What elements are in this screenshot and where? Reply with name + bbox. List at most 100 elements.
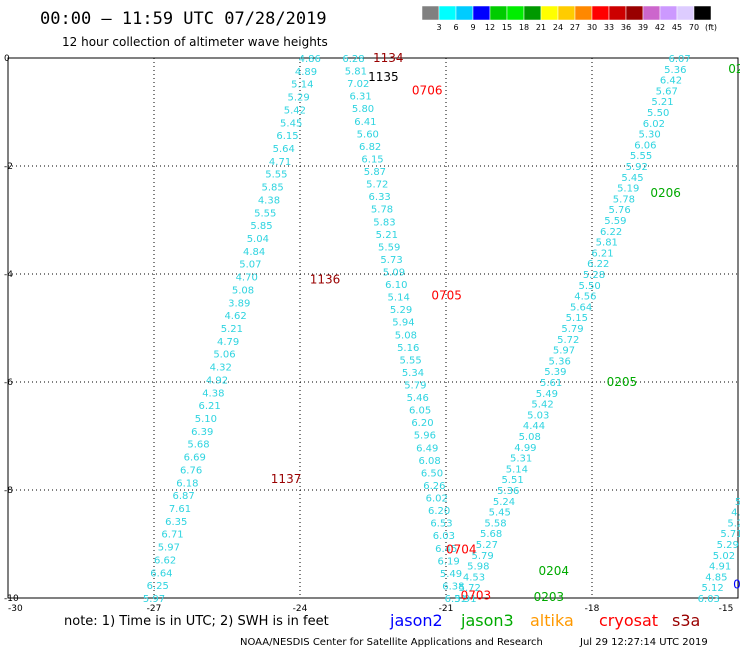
wave-height-value: 4.89: [295, 67, 317, 78]
colorbar-label: 36: [621, 23, 631, 32]
pass-label: 0203: [534, 590, 565, 604]
colorbar-cell: [574, 5, 593, 21]
wave-height-value: 5.72: [557, 335, 579, 346]
wave-height-value: 5.39: [544, 367, 566, 378]
legend-altika: altika: [530, 611, 574, 630]
wave-height-value: 6.19: [437, 556, 459, 567]
wave-height-value: 5.29: [287, 93, 309, 104]
pass-label: 0705: [431, 289, 462, 303]
wave-height-value: 6.71: [161, 530, 183, 541]
wave-height-value: 6.05: [409, 406, 431, 417]
wave-height-value: 6.28: [342, 54, 364, 65]
colorbar-cell: [591, 5, 610, 21]
wave-height-value: 5.36: [664, 65, 686, 76]
wave-height-value: 5.36: [549, 356, 571, 367]
wave-height-value: 6.26: [423, 481, 445, 492]
wave-height-value: 5.16: [397, 343, 419, 354]
colorbar-cell: [625, 5, 644, 21]
wave-height-value: 5.78: [613, 194, 635, 205]
wave-height-value: 5.67: [656, 86, 678, 97]
wave-height-value: 6.38: [442, 581, 464, 592]
wave-height-value: 5.51: [501, 475, 523, 486]
wave-height-value: 4.38: [202, 388, 224, 399]
wave-height-value: 6.21: [591, 248, 613, 259]
wave-height-value: 5.04: [247, 234, 269, 245]
wave-height-value: 6.64: [150, 568, 172, 579]
wave-height-value: 5.72: [366, 180, 388, 191]
colorbar-label: 27: [570, 23, 580, 32]
wave-height-value: 6.39: [191, 427, 213, 438]
x-tick-label: -21: [439, 604, 454, 614]
wave-height-value: 5.14: [506, 464, 528, 475]
pass-labels: 1134 1135 0706 0207 0206 1136 0705 0205 1137 0704…: [271, 51, 740, 604]
y-tick-label: -8: [4, 486, 13, 496]
colorbar-cell: [455, 5, 474, 21]
wave-height-value: 5.49: [536, 389, 558, 400]
wave-height-value: 4.32: [210, 363, 232, 374]
pass-label: 0703: [461, 588, 492, 602]
wave-height-value: 5.46: [407, 393, 429, 404]
wave-height-value: 5.12: [701, 583, 723, 594]
wave-height-value: 5.96: [414, 431, 436, 442]
wave-height-value: 5.08: [519, 432, 541, 443]
wave-height-value: 5.79: [561, 324, 583, 335]
wave-height-value: 7.02: [347, 79, 369, 90]
pass-label: 00: [733, 578, 740, 592]
wave-height-value: 5.42: [531, 400, 553, 411]
colorbar-cell: [693, 5, 712, 21]
wave-height-value: 5.73: [380, 255, 402, 266]
x-tick-label: -18: [585, 604, 600, 614]
wave-height-value: 4.44: [523, 421, 545, 432]
wave-height-value: 5.55: [265, 170, 287, 181]
y-tick-label: -6: [4, 378, 13, 388]
colorbar-label: 21: [536, 23, 546, 32]
wave-height-value: 5.94: [392, 318, 414, 329]
colorbar-label: 12: [485, 23, 495, 32]
wave-height-value: 4.79: [217, 337, 239, 348]
wave-height-value: 4.85: [705, 572, 727, 583]
wave-height-value: 5.85: [262, 183, 284, 194]
wave-height-value: 6.62: [154, 555, 176, 566]
wave-height-value: 6.42: [660, 76, 682, 87]
wave-height-value: 4.92: [206, 375, 228, 386]
pass-label: 1136: [310, 272, 341, 286]
wave-height-value: 6.03: [433, 531, 455, 542]
wave-height-value: 5.27: [476, 540, 498, 551]
wave-height-value: 5.28: [583, 270, 605, 281]
wave-height-value: 7.61: [169, 504, 191, 515]
colorbar-cell: [557, 5, 576, 21]
colorbar-cell: [659, 5, 678, 21]
timestamp-text: Jul 29 12:27:14 UTC 2019: [579, 637, 708, 648]
wave-height-value: 5.91: [454, 594, 476, 605]
wave-height-value: 5.68: [187, 440, 209, 451]
pass-label: 1137: [271, 472, 302, 486]
legend-jason2: jason2: [389, 611, 443, 630]
colorbar-cell: [438, 5, 457, 21]
wave-height-value: 6.22: [587, 259, 609, 270]
wave-height-value: 5.50: [647, 108, 669, 119]
colorbar-label: 42: [655, 23, 665, 32]
colorbar-label: 15: [502, 23, 512, 32]
wave-height-value: 5.31: [510, 454, 532, 465]
wave-height-value: 5.21: [651, 97, 673, 108]
wave-height-value: 4.6: [731, 508, 740, 519]
wave-height-value: 6.20: [411, 418, 433, 429]
x-tick-label: -30: [8, 604, 23, 614]
wave-height-value: 4.56: [574, 292, 596, 303]
y-tick-label: -2: [4, 162, 13, 172]
wave-height-value: 5.55: [399, 355, 421, 366]
wave-height-value: 5.81: [345, 67, 367, 78]
pass-label: 0205: [607, 375, 638, 389]
legend-s3a: s3a: [672, 611, 700, 630]
wave-height-value: 4.84: [243, 247, 265, 258]
wave-height-value: 5.85: [250, 221, 272, 232]
wave-height-value: 6.82: [359, 142, 381, 153]
wave-height-value: 6.49: [416, 443, 438, 454]
wave-height-value: 6.31: [445, 594, 467, 605]
wave-height-value: 5.58: [484, 518, 506, 529]
wave-height-value: 5.92: [626, 162, 648, 173]
colorbar-label: 6: [453, 23, 458, 32]
wave-height-value: 5.97: [143, 594, 165, 605]
wave-height-value: 6.35: [165, 517, 187, 528]
